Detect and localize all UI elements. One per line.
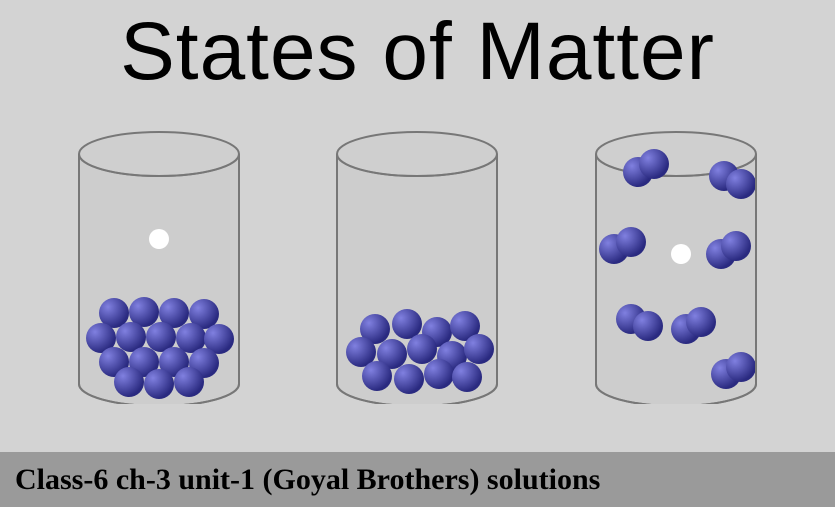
cylinder-liquid — [317, 124, 517, 404]
cylinder-row — [0, 99, 835, 404]
cylinder-gas — [576, 124, 776, 404]
page-title: States of Matter — [0, 0, 835, 99]
cylinder-solid — [59, 124, 259, 404]
footer-bar: Class-6 ch-3 unit-1 (Goyal Brothers) sol… — [0, 452, 835, 507]
cylinder-gas-svg — [576, 124, 776, 404]
cylinder-liquid-svg — [317, 124, 517, 404]
footer-text: Class-6 ch-3 unit-1 (Goyal Brothers) sol… — [15, 463, 600, 497]
cylinder-solid-svg — [59, 124, 259, 404]
